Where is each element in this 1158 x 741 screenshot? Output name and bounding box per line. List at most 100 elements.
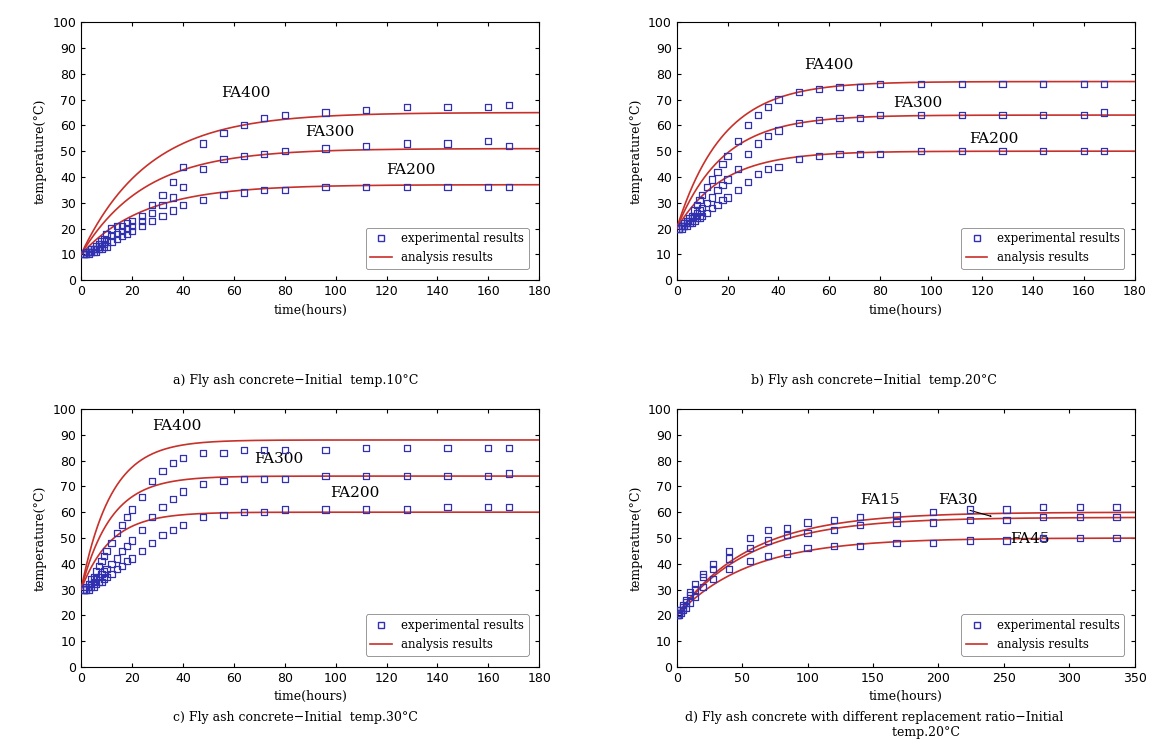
Point [163,494,182,505]
Point [683,217,702,229]
Text: FA300: FA300 [305,124,354,139]
Point [439,442,457,453]
Point [769,124,787,136]
Point [1071,511,1090,523]
Point [153,199,171,211]
Point [677,215,696,227]
Point [102,558,120,570]
Point [214,509,233,521]
Text: FA30: FA30 [938,494,979,508]
Point [676,602,695,614]
Point [76,584,95,596]
Point [1107,501,1126,513]
Point [89,238,108,250]
Point [1034,532,1053,544]
Point [698,182,717,193]
Point [479,442,498,453]
Point [790,153,808,165]
Point [195,194,213,206]
Point [758,102,777,113]
Point [255,184,273,196]
Point [195,138,213,150]
Point [499,468,518,479]
Point [809,83,828,95]
Point [911,79,930,90]
Point [102,236,120,247]
Point [675,220,694,232]
Text: c) Fly ash concrete−Initial  temp.30°C: c) Fly ash concrete−Initial temp.30°C [173,711,418,725]
Point [102,230,120,242]
Point [118,539,137,551]
Point [74,248,93,260]
Point [713,158,732,170]
Point [118,222,137,234]
Point [672,604,690,616]
Point [97,227,116,239]
Point [953,109,972,121]
Point [85,243,103,255]
Point [144,215,162,227]
Point [235,506,254,518]
Point [790,117,808,129]
Point [214,447,233,459]
Point [235,119,254,131]
Point [108,220,126,232]
Point [112,545,131,556]
Point [108,527,126,539]
Point [133,491,152,502]
Point [316,107,335,119]
Point [997,514,1016,526]
Point [1075,79,1093,90]
Point [316,143,335,155]
Point [672,607,690,619]
Point [85,571,103,582]
Point [112,225,131,237]
Point [276,473,294,485]
Point [749,109,768,121]
Point [76,584,95,596]
Text: FA400: FA400 [221,86,271,100]
Point [123,225,141,237]
Point [235,473,254,485]
Point [112,220,131,232]
Point [235,187,254,199]
Point [439,138,457,150]
Point [758,525,777,536]
Point [82,243,101,255]
Point [924,506,943,518]
Point [82,574,101,585]
Point [357,182,375,193]
Point [690,212,709,224]
Point [195,163,213,175]
Point [758,534,777,546]
Point [681,589,699,601]
Point [89,576,108,588]
Point [108,553,126,565]
Point [718,150,736,162]
Point [703,173,721,185]
Point [397,442,416,453]
Point [713,194,732,206]
Point [133,525,152,536]
Point [153,465,171,477]
Point [1095,79,1114,90]
Point [153,530,171,542]
Point [851,112,870,124]
Point [961,504,980,516]
Point [80,581,98,593]
Point [479,182,498,193]
Point [683,210,702,222]
Point [439,182,457,193]
Point [1034,109,1053,121]
Point [688,212,706,224]
Point [76,248,95,260]
Point [674,604,692,616]
Point [1034,145,1053,157]
Point [255,445,273,456]
Point [694,571,712,582]
Text: a) Fly ash concrete−Initial  temp.10°C: a) Fly ash concrete−Initial temp.10°C [173,374,418,388]
Point [670,607,689,619]
Point [703,192,721,204]
Point [851,519,870,531]
Point [728,184,747,196]
